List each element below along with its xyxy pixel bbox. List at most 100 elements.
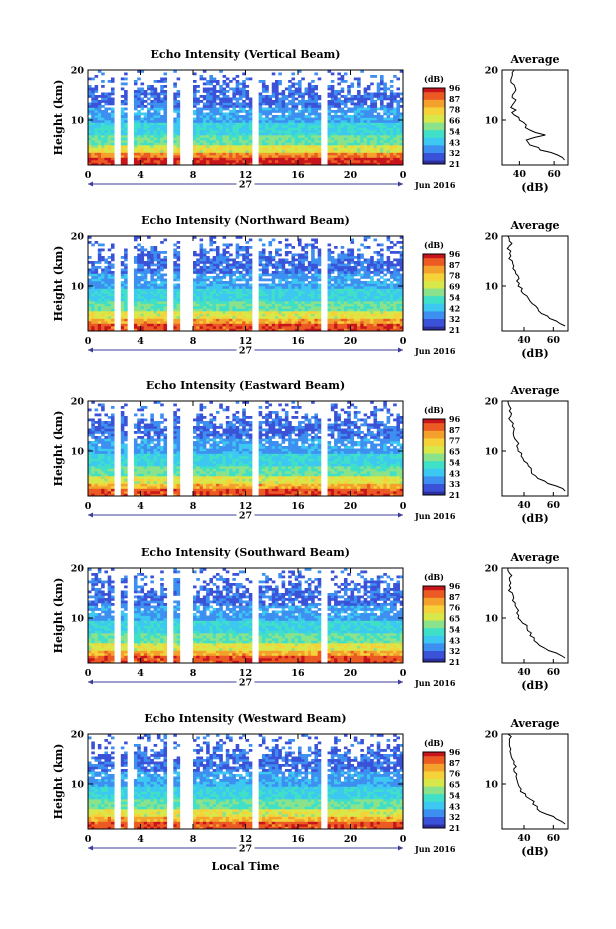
- heatmap-cell: [258, 155, 263, 158]
- heatmap-cell: [133, 273, 138, 277]
- heatmap-cell: [120, 95, 125, 98]
- heatmap-cell: [347, 135, 351, 138]
- heatmap-cell: [314, 120, 318, 123]
- heatmap-cell: [202, 135, 207, 138]
- heatmap-cell: [265, 268, 269, 272]
- heatmap-cell: [389, 273, 394, 277]
- heatmap-cell: [248, 246, 253, 249]
- heatmap-cell: [212, 142, 217, 146]
- heatmap-cell: [104, 273, 108, 277]
- heatmap-cell: [150, 306, 154, 309]
- heatmap-cell: [94, 142, 99, 146]
- heatmap-cell: [281, 288, 286, 292]
- heatmap-cell: [389, 296, 394, 299]
- heatmap-cell: [104, 268, 108, 272]
- heatmap-cell: [206, 97, 210, 101]
- heatmap-cell: [343, 127, 348, 131]
- heatmap-cell: [229, 266, 233, 269]
- heatmap-cell: [360, 243, 364, 247]
- heatmap-cell: [235, 296, 240, 299]
- heatmap-cell: [284, 328, 289, 332]
- heatmap-cell: [147, 115, 151, 118]
- heatmap-cell: [176, 296, 181, 299]
- heatmap-cell: [275, 298, 279, 302]
- heatmap-cell: [386, 132, 391, 136]
- heatmap-cell: [219, 117, 223, 121]
- heatmap-cell: [245, 122, 250, 126]
- heatmap-cell: [206, 256, 210, 259]
- heatmap-cell: [212, 120, 217, 123]
- heatmap-cell: [370, 157, 374, 161]
- heatmap-cell: [360, 125, 364, 128]
- heatmap-cell: [238, 273, 243, 277]
- heatmap-cell: [163, 90, 168, 93]
- heatmap-cell: [206, 140, 210, 143]
- heatmap-cell: [124, 152, 128, 156]
- heatmap-cell: [360, 122, 364, 126]
- heatmap-cell: [238, 308, 243, 312]
- heatmap-cell: [350, 278, 355, 282]
- heatmap-cell: [284, 162, 289, 166]
- heatmap-cell: [357, 291, 361, 294]
- heatmap-cell: [97, 256, 102, 259]
- heatmap-cell: [153, 306, 158, 309]
- heatmap-cell: [383, 273, 387, 277]
- heatmap-cell: [215, 125, 220, 128]
- heatmap-cell: [219, 137, 223, 141]
- heatmap-cell: [91, 77, 95, 81]
- heatmap-cell: [393, 122, 397, 126]
- heatmap-cell: [150, 248, 154, 252]
- heatmap-cell: [163, 316, 168, 319]
- heatmap-cell: [202, 311, 207, 314]
- heatmap-cell: [107, 286, 112, 289]
- heatmap-cell: [248, 150, 253, 153]
- heatmap-cell: [275, 296, 279, 299]
- heatmap-cell: [317, 152, 322, 156]
- heatmap-cell: [393, 130, 397, 133]
- heatmap-cell: [304, 162, 309, 166]
- heatmap-cell: [396, 95, 401, 98]
- heatmap-cell: [386, 263, 391, 267]
- heatmap-cell: [107, 291, 112, 294]
- heatmap-cell: [376, 243, 381, 247]
- heatmap-cell: [383, 268, 387, 272]
- heatmap-cell: [173, 142, 177, 146]
- heatmap-cell: [232, 293, 236, 297]
- heatmap-cell: [107, 95, 112, 98]
- heatmap-cell: [261, 152, 266, 156]
- heatmap-cell: [307, 326, 312, 329]
- heatmap-cell: [193, 142, 197, 146]
- heatmap-cell: [212, 301, 217, 304]
- heatmap-cell: [281, 323, 286, 327]
- heatmap-cell: [91, 160, 95, 163]
- heatmap-cell: [288, 318, 292, 322]
- heatmap-cell: [94, 147, 99, 151]
- heatmap-cell: [340, 110, 345, 113]
- heatmap-cell: [235, 130, 240, 133]
- heatmap-cell: [222, 283, 227, 287]
- heatmap-cell: [209, 95, 213, 98]
- heatmap-cell: [160, 100, 164, 103]
- heatmap-cell: [94, 135, 99, 138]
- heatmap-cell: [222, 135, 227, 138]
- heatmap-cell: [219, 160, 223, 163]
- heatmap-cell: [156, 127, 161, 131]
- heatmap-cell: [143, 95, 148, 98]
- heatmap-cell: [235, 311, 240, 314]
- heatmap-cell: [288, 127, 292, 131]
- colorbar-segment: [423, 91, 445, 94]
- heatmap-cell: [238, 271, 243, 274]
- heatmap-cell: [271, 157, 276, 161]
- heatmap-cell: [330, 291, 335, 294]
- heatmap-cell: [373, 162, 378, 166]
- heatmap-cell: [209, 243, 213, 247]
- heatmap-cell: [271, 266, 276, 269]
- heatmap-cell: [163, 80, 168, 83]
- heatmap-cell: [275, 286, 279, 289]
- heatmap-cell: [298, 95, 302, 98]
- heatmap-cell: [202, 273, 207, 277]
- heatmap-cell: [245, 268, 250, 272]
- heatmap-cell: [337, 82, 341, 86]
- heatmap-cell: [360, 283, 364, 287]
- heatmap-cell: [163, 266, 168, 269]
